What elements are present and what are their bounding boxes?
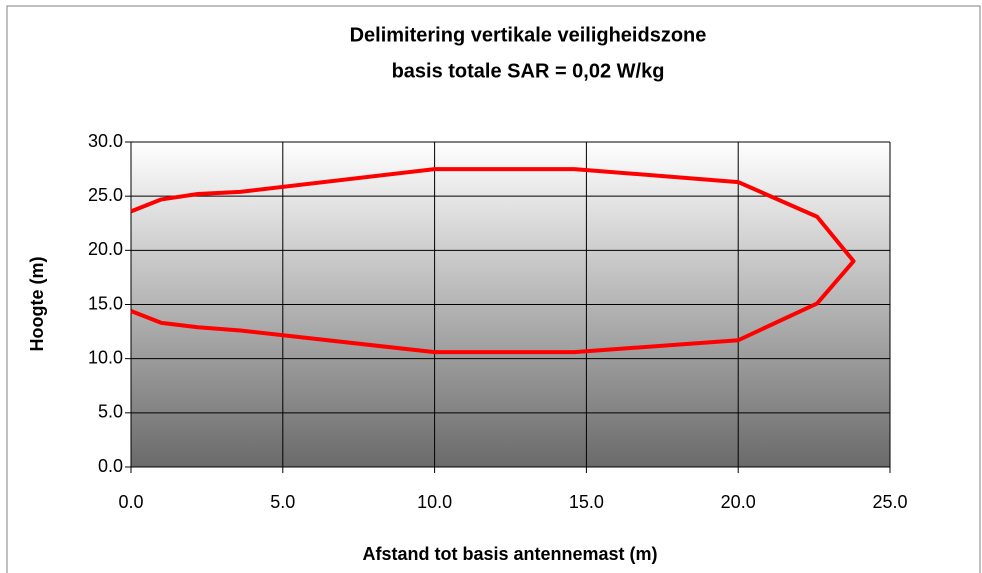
- chart-subtitle: basis totale SAR = 0,02 W/kg: [392, 60, 665, 82]
- y-tick-label: 5.0: [98, 402, 123, 422]
- y-axis-label: Hoogte (m): [27, 257, 47, 352]
- x-tick-label: 25.0: [872, 492, 907, 512]
- x-tick-label: 15.0: [569, 492, 604, 512]
- y-tick-label: 10.0: [88, 347, 123, 367]
- y-tick-label: 20.0: [88, 239, 123, 259]
- x-tick-label: 10.0: [417, 492, 452, 512]
- data-line: [130, 167, 856, 355]
- y-tick-label: 25.0: [88, 185, 123, 205]
- y-tick-label: 30.0: [88, 131, 123, 151]
- chart-title: Delimitering vertikale veiligheidszone: [350, 24, 707, 46]
- x-tick-label: 5.0: [270, 492, 295, 512]
- y-tick-label: 15.0: [88, 293, 123, 313]
- x-tick-label: 0.0: [118, 492, 143, 512]
- x-tick-label: 20.0: [721, 492, 756, 512]
- x-axis-label: Afstand tot basis antennemast (m): [362, 544, 657, 564]
- y-tick-label: 0.0: [98, 456, 123, 476]
